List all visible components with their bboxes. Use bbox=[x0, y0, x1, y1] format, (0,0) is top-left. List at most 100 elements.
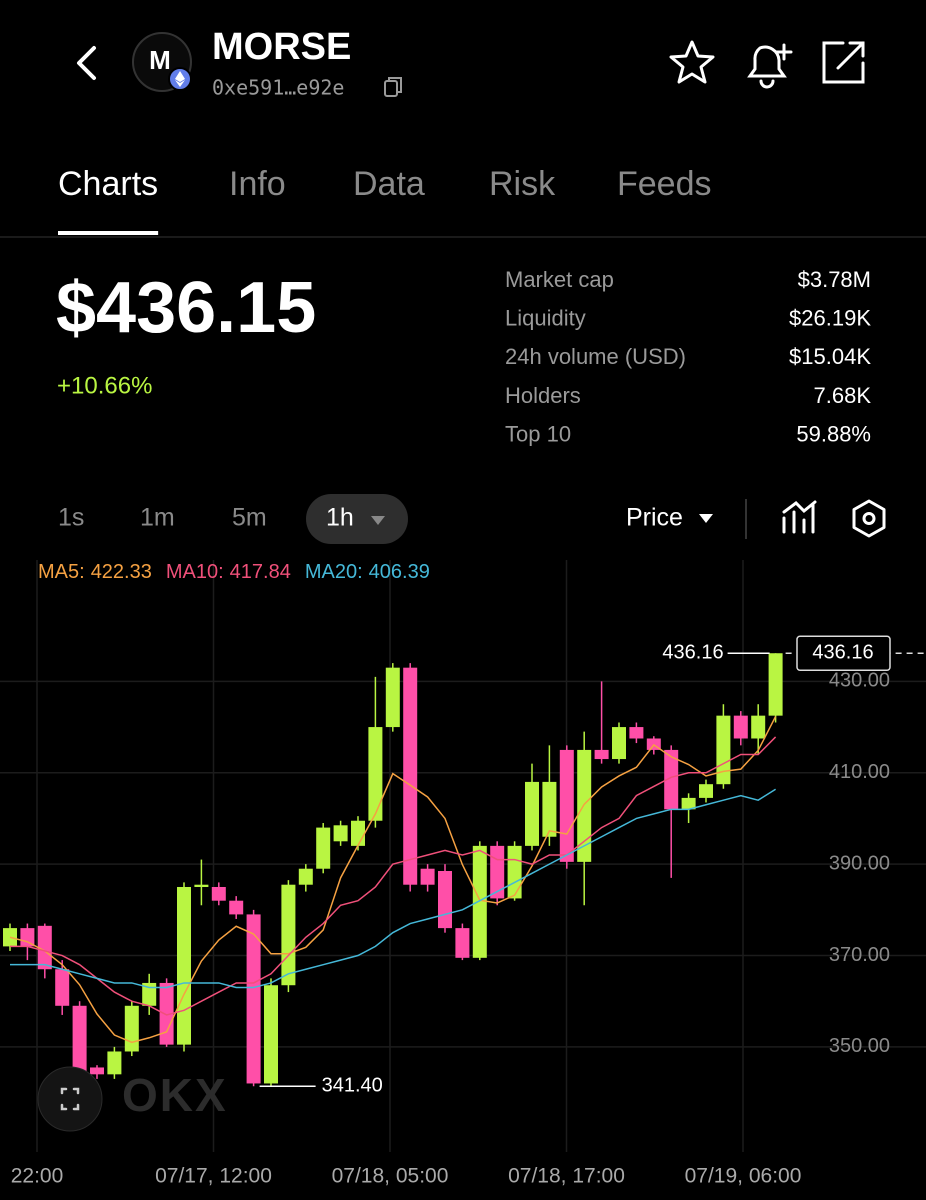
alert-button[interactable] bbox=[747, 43, 793, 89]
candle-body bbox=[194, 884, 209, 887]
legend-name: MA5 bbox=[38, 561, 91, 583]
ma-line bbox=[10, 736, 777, 1016]
candlestick-chart: 350.00 370.00 390.00 410.00 430.00 22:00 07/17… bbox=[0, 560, 926, 1188]
price-change: +10.66% bbox=[57, 372, 152, 399]
price-mode-arrow bbox=[699, 514, 713, 523]
low-marker-label: 341.40 bbox=[322, 1074, 383, 1096]
legend-name: MA20 bbox=[305, 561, 369, 583]
tab-underline bbox=[58, 231, 159, 235]
candle-body bbox=[681, 797, 696, 810]
candle-body bbox=[594, 749, 609, 760]
candle-body bbox=[107, 1051, 122, 1075]
candle-body bbox=[664, 749, 679, 810]
favorite-button[interactable] bbox=[669, 40, 715, 84]
x-tick-label: 07/18, 05:00 bbox=[332, 1165, 449, 1188]
candle-body bbox=[455, 928, 470, 958]
timeframe-selected-bg bbox=[306, 494, 408, 544]
candle-body bbox=[420, 868, 435, 885]
stat-value: $26.19K bbox=[789, 306, 871, 331]
candle-body bbox=[438, 871, 452, 929]
candle-body bbox=[246, 914, 261, 1084]
candle-body bbox=[20, 928, 35, 947]
x-tick-label: 07/18, 17:00 bbox=[508, 1165, 625, 1188]
x-tick-label: 07/17, 12:00 bbox=[155, 1165, 272, 1188]
back-button[interactable] bbox=[77, 46, 96, 80]
candle-body bbox=[716, 715, 731, 785]
share-button[interactable] bbox=[822, 41, 865, 84]
candle-body bbox=[351, 820, 365, 846]
stat-label: Holders bbox=[505, 383, 581, 408]
tab[interactable]: Data bbox=[353, 165, 425, 203]
candle-body bbox=[542, 781, 557, 837]
candle-body bbox=[577, 749, 592, 862]
legend-item: MA5422.33 bbox=[38, 561, 152, 584]
candle-body bbox=[507, 845, 522, 899]
candle-body bbox=[211, 886, 226, 901]
stat-value: $15.04K bbox=[789, 344, 871, 369]
settings-button[interactable] bbox=[852, 499, 886, 538]
candle-body bbox=[72, 1005, 87, 1075]
candle-body bbox=[298, 868, 313, 885]
y-tick-label: 350.00 bbox=[829, 1035, 890, 1057]
candle-body bbox=[177, 886, 191, 1045]
y-tick-label: 390.00 bbox=[829, 852, 890, 874]
candle-body bbox=[264, 985, 278, 1084]
ma-line bbox=[10, 788, 776, 989]
stat-label: Market cap bbox=[505, 267, 614, 292]
candle-body bbox=[490, 845, 505, 899]
legend-value: 406.39 bbox=[368, 561, 430, 583]
legend-value: 422.33 bbox=[90, 561, 152, 583]
ma-line bbox=[9, 716, 777, 1044]
tab[interactable]: Charts bbox=[58, 165, 158, 203]
candle-body bbox=[368, 727, 383, 821]
legend-name: MA10 bbox=[166, 561, 230, 583]
candle-body bbox=[472, 845, 487, 958]
x-tick-label: 07/19, 06:00 bbox=[685, 1165, 802, 1188]
candle-body bbox=[385, 667, 400, 728]
high-marker-label: 436.16 bbox=[662, 642, 723, 664]
tab[interactable]: Feeds bbox=[617, 165, 712, 203]
copy-icon[interactable] bbox=[384, 77, 402, 97]
fullscreen-icon bbox=[60, 1087, 80, 1111]
timeframe-option[interactable]: 5m bbox=[232, 504, 267, 532]
indicator-button[interactable] bbox=[782, 500, 817, 534]
candle-body bbox=[281, 884, 296, 986]
fullscreen-button[interactable] bbox=[37, 1066, 103, 1132]
candle-body bbox=[733, 715, 748, 739]
ma-legend: MA5422.33 MA10417.84 MA20406.39 bbox=[38, 561, 430, 584]
stat-value: 59.88% bbox=[796, 422, 871, 447]
timeframe-dropdown-arrow bbox=[371, 516, 385, 525]
timeframe-option[interactable]: 1s bbox=[58, 504, 84, 532]
legend-item: MA10417.84 bbox=[166, 561, 291, 584]
timeframe-bar: 1s 1m 5m 1h bbox=[58, 504, 354, 532]
timeframe-option[interactable]: 1m bbox=[140, 504, 175, 532]
candle-body bbox=[229, 900, 244, 915]
stat-label: Liquidity bbox=[505, 306, 586, 331]
candle-body bbox=[751, 715, 766, 739]
stat-label: Top 10 bbox=[505, 422, 571, 447]
price-mode[interactable]: Price bbox=[626, 504, 683, 532]
candle-body bbox=[629, 727, 644, 739]
watermark: OKX bbox=[122, 1069, 228, 1121]
candle-body bbox=[612, 727, 626, 760]
tab[interactable]: Info bbox=[229, 165, 286, 203]
y-tick-label: 430.00 bbox=[829, 670, 890, 692]
timeframe-option[interactable]: 1h bbox=[326, 504, 354, 532]
stat-label: 24h volume (USD) bbox=[505, 344, 686, 369]
candle-body bbox=[333, 825, 348, 842]
legend-item: MA20406.39 bbox=[305, 561, 430, 584]
tab[interactable]: Risk bbox=[489, 165, 556, 203]
y-tick-label: 370.00 bbox=[829, 944, 890, 966]
chain-badge-icon bbox=[175, 71, 185, 87]
x-tick-label: 22:00 bbox=[11, 1165, 64, 1188]
token-logo-letter: M bbox=[149, 45, 171, 75]
candle-body bbox=[525, 781, 539, 846]
candle-body bbox=[559, 749, 574, 862]
last-price-box bbox=[796, 635, 891, 671]
price: $436.15 bbox=[56, 268, 316, 348]
token-title: MORSE bbox=[212, 26, 351, 68]
stat-value: 7.68K bbox=[814, 383, 872, 408]
y-tick-label: 410.00 bbox=[829, 761, 890, 783]
